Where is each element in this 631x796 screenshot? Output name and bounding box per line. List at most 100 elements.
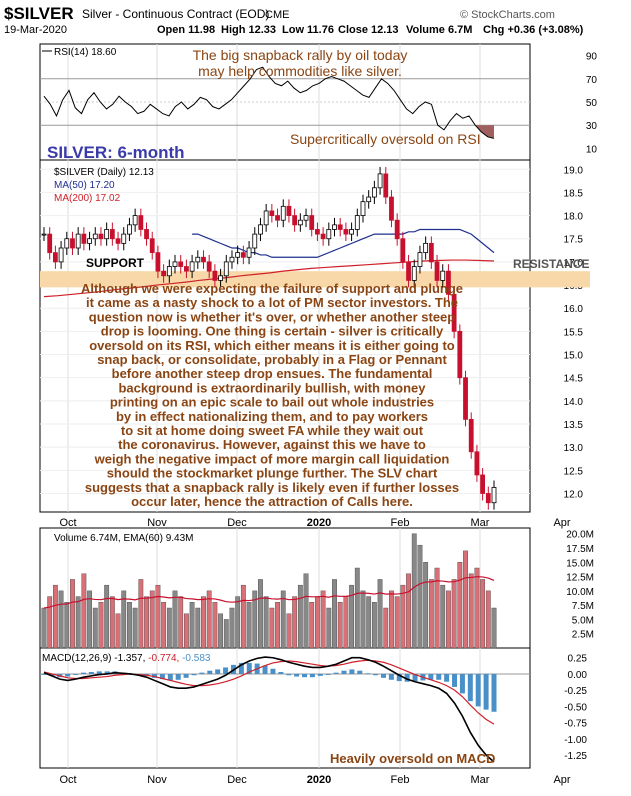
- price-tick-label: 17.5: [564, 235, 584, 246]
- commentary-line: before another steep drop ensues. The fu…: [112, 366, 433, 381]
- volume-bar: [109, 596, 115, 649]
- macd-histogram-bar: [183, 673, 189, 678]
- macd-histogram-bar: [317, 673, 323, 676]
- volume-bar: [389, 590, 394, 649]
- volume-bar: [127, 602, 132, 649]
- macd-tick-label: 0.25: [568, 654, 588, 665]
- macd-histogram-bar: [191, 673, 197, 676]
- volume-bar: [252, 590, 258, 649]
- macd-histogram-bar: [294, 673, 300, 677]
- macd-histogram-bar: [80, 672, 86, 674]
- volume-bar: [70, 579, 75, 649]
- price-candle: [235, 252, 241, 258]
- volume-bar: [468, 573, 474, 649]
- volume-bar: [52, 584, 58, 649]
- macd-histogram-bar: [452, 673, 458, 687]
- price-candle: [115, 238, 121, 244]
- price-candle: [166, 266, 172, 277]
- price-candle: [337, 224, 343, 230]
- macd-tick-label: 0.00: [568, 670, 588, 681]
- price-candle: [149, 238, 155, 254]
- macd-tick-label: -0.50: [564, 702, 587, 713]
- price-candle: [212, 270, 218, 281]
- price-candle: [440, 270, 446, 281]
- macd-tick-label: -1.00: [564, 735, 587, 746]
- price-tick-label: 18.0: [564, 212, 584, 223]
- symbol-title: $SILVER: [4, 4, 74, 23]
- volume-bar: [400, 584, 406, 649]
- price-candle: [457, 330, 463, 379]
- volume-bar: [229, 607, 235, 649]
- volume-bar: [201, 596, 206, 649]
- price-candle: [70, 238, 75, 249]
- price-tick-label: 13.5: [564, 420, 584, 431]
- macd-histogram-bar: [444, 673, 450, 682]
- rsi-oversold-note: Supercritically oversold on RSI: [290, 131, 481, 147]
- price-candle: [246, 247, 252, 258]
- volume-bar: [371, 602, 377, 649]
- volume-bar: [354, 567, 360, 649]
- price-candle: [269, 210, 275, 216]
- macd-tick-label: -0.25: [564, 686, 587, 697]
- commentary-line: suggests that a snapback rally is likely…: [85, 480, 459, 495]
- x-tick-label: Dec: [227, 517, 247, 529]
- macd-histogram-bar: [428, 673, 434, 680]
- volume-bar: [41, 607, 47, 649]
- volume-bar: [172, 590, 178, 649]
- macd-histogram-bar: [380, 673, 386, 678]
- volume-ema-line: [43, 576, 495, 609]
- volume-bar: [240, 584, 246, 649]
- volume-bar: [98, 602, 104, 649]
- ma200-legend: MA(200) 17.02: [54, 193, 121, 204]
- price-candle: [406, 261, 411, 281]
- macd-histogram-bar: [49, 673, 55, 676]
- volume-legend: Volume 6.74M, EMA(60) 9.43M: [54, 533, 194, 544]
- volume-bar: [320, 590, 326, 649]
- volume-bar: [161, 602, 167, 649]
- price-candle: [411, 266, 417, 281]
- macd-histogram-bar: [436, 673, 442, 680]
- volume-tick-label: 17.5M: [566, 544, 594, 555]
- rsi-tick-label: 30: [586, 121, 598, 132]
- volume-bar: [360, 590, 366, 649]
- commentary-line: oversold on its RSI, which either means …: [89, 338, 455, 353]
- macd-signal-line: [43, 659, 495, 725]
- price-candle: [417, 252, 423, 267]
- contract-name: Silver - Continuous Contract (EOD): [82, 7, 269, 21]
- volume-bar: [275, 602, 280, 649]
- macd-histogram-bar: [396, 673, 402, 682]
- price-candle: [474, 451, 480, 476]
- price-candle: [286, 205, 292, 216]
- volume-bar: [212, 602, 218, 649]
- volume-bar: [195, 607, 201, 649]
- volume-bar: [428, 579, 434, 649]
- macd-histogram-bar: [41, 673, 47, 675]
- macd-histogram-bar: [88, 672, 94, 674]
- price-candle: [144, 229, 149, 240]
- macd-histogram-bar: [309, 673, 315, 678]
- price-candle: [47, 233, 53, 254]
- rsi-line: [43, 66, 495, 139]
- macd-histogram-bar: [278, 672, 284, 674]
- price-candle: [52, 252, 58, 263]
- volume-bar: [235, 596, 241, 649]
- macd-note: Heavily oversold on MACD: [330, 751, 495, 766]
- volume-bar: [463, 550, 468, 649]
- price-candle: [366, 196, 372, 203]
- price-candle: [343, 229, 349, 235]
- volume-tick-label: 15.0M: [566, 558, 594, 569]
- price-candle: [485, 493, 491, 504]
- macd-histogram-bar: [167, 673, 173, 681]
- macd-legend: MACD(12,26,9) -1.357, -0.774, -0.583: [42, 653, 211, 664]
- volume-bar: [258, 579, 263, 649]
- resistance-label: RESISTANCE: [513, 257, 589, 271]
- commentary-line: weigh the negative impact of more margin…: [94, 451, 450, 466]
- volume-bar: [394, 596, 400, 649]
- macd-histogram-bar: [475, 673, 481, 707]
- macd-panel-frame: [39, 647, 531, 769]
- price-candle: [172, 261, 178, 267]
- volume-bar: [144, 596, 149, 649]
- macd-histogram-bar: [207, 670, 213, 674]
- volume-bar: [366, 596, 372, 649]
- macd-histogram-bar: [388, 673, 394, 680]
